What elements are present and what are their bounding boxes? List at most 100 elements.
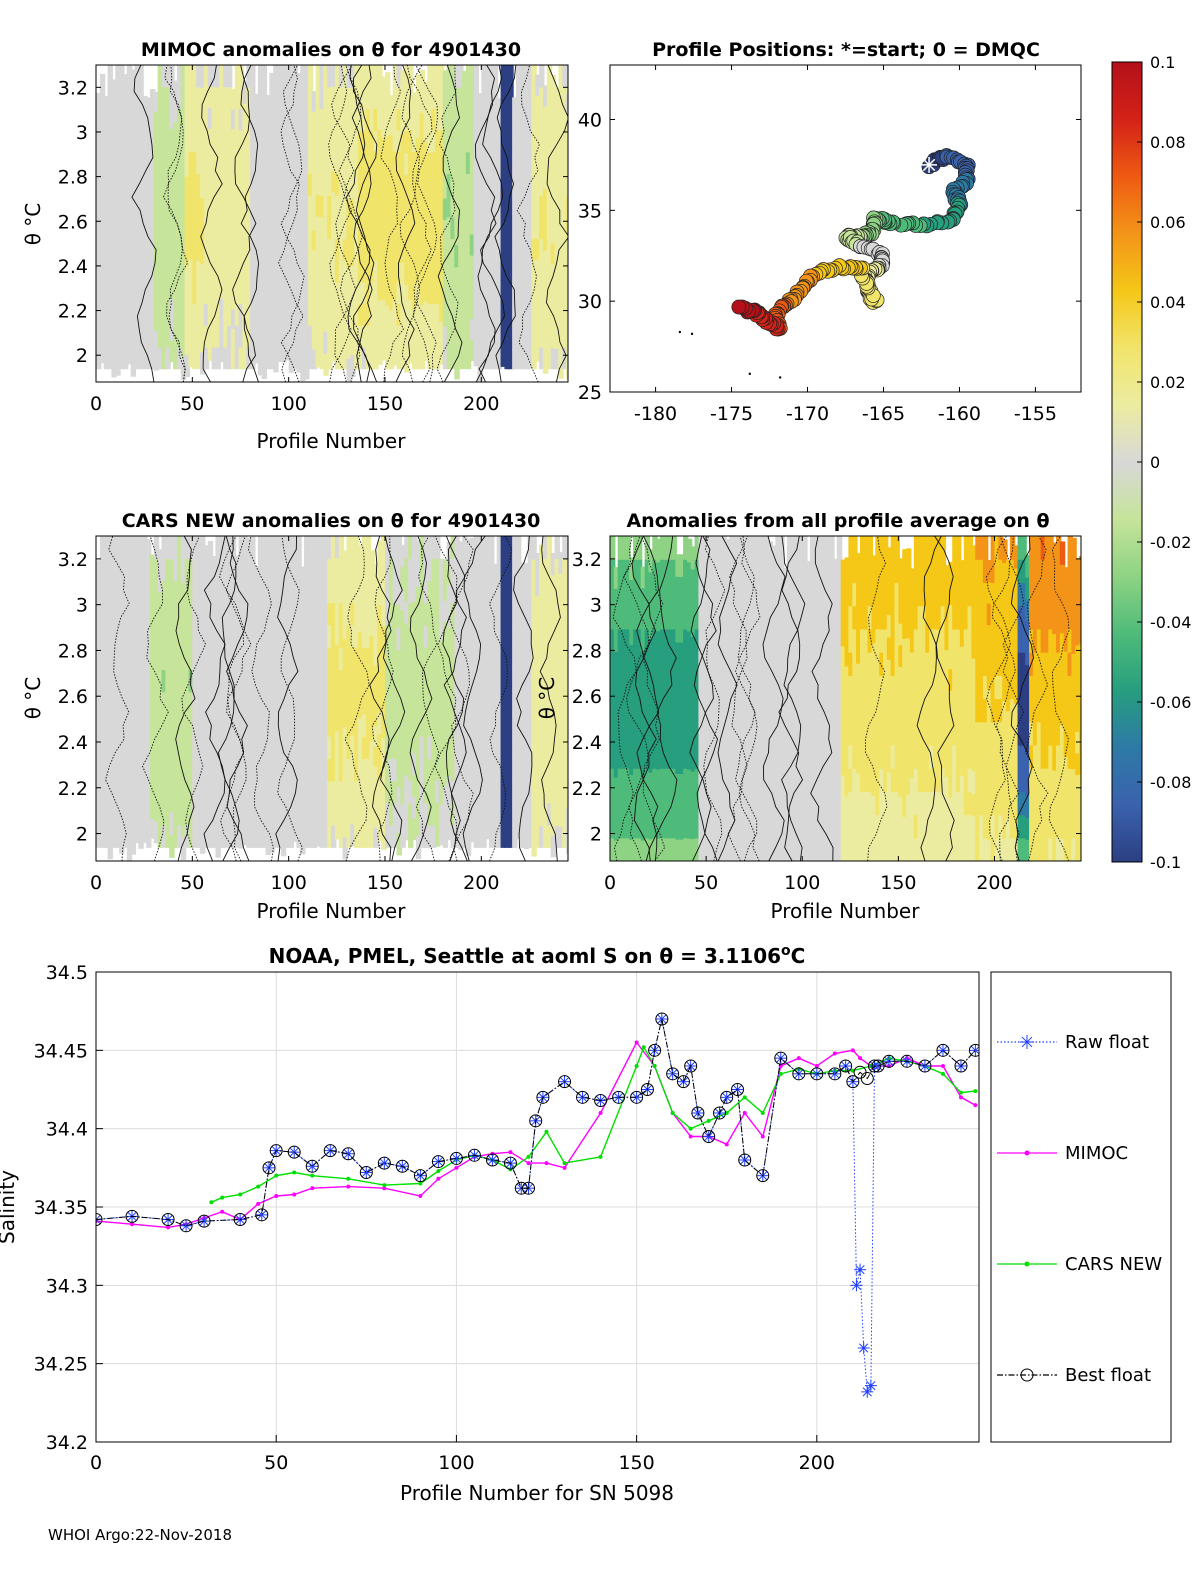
heatmap-cell (485, 130, 491, 153)
heatmap-cell (149, 228, 156, 250)
heatmap-cell (423, 221, 429, 242)
heatmap-cell (404, 644, 410, 667)
heatmap-cell (477, 175, 483, 197)
heatmap-cell (373, 151, 379, 175)
heatmap-cell (694, 675, 700, 700)
heatmap-cell (523, 303, 530, 326)
heatmap-cell (659, 837, 666, 861)
heatmap-cell (435, 823, 441, 847)
heatmap-cell (323, 65, 329, 88)
heatmap-cell (257, 624, 264, 648)
heatmap-cell (462, 713, 468, 737)
heatmap-cell (111, 270, 117, 293)
heatmap-cell (686, 745, 693, 770)
heatmap-cell (767, 678, 774, 702)
heatmap-cell (648, 705, 654, 729)
heatmap-cell (238, 691, 244, 715)
heatmap-cell (192, 173, 198, 196)
heatmap-cell (798, 652, 804, 676)
heatmap-cell (315, 580, 322, 604)
heatmap-cell (200, 536, 206, 560)
heatmap-cell (122, 200, 129, 223)
heatmap-cell (169, 298, 175, 320)
heatmap-cell (358, 346, 364, 370)
heatmap-cell (153, 755, 160, 778)
heatmap-cell (227, 580, 233, 604)
heatmap-cell (442, 723, 449, 746)
heatmap-cell (146, 233, 152, 254)
heatmap-cell (686, 768, 693, 793)
heatmap-cell (107, 628, 113, 652)
heatmap-cell (527, 758, 533, 782)
heatmap-cell (130, 763, 137, 787)
heatmap-cell (462, 825, 468, 848)
heatmap-cell (500, 736, 506, 759)
heatmap-cell (400, 240, 406, 263)
heatmap-cell (806, 689, 812, 712)
heatmap-cell (558, 132, 564, 156)
heatmap-cell (909, 672, 916, 695)
heatmap-cell (277, 580, 283, 604)
heatmap-cell (396, 173, 402, 196)
heatmap-cell (423, 320, 429, 342)
heatmap-cell (721, 698, 727, 723)
heatmap-cell (871, 599, 877, 622)
heatmap-cell (450, 580, 456, 604)
heatmap-cell (126, 150, 133, 173)
heatmap-cell (280, 718, 287, 743)
heatmap-cell (906, 704, 912, 728)
heatmap-cell (771, 770, 777, 794)
heatmap-cell (610, 559, 616, 584)
heatmap-cell (215, 108, 221, 131)
heatmap-cell (157, 634, 164, 657)
heatmap-cell (257, 197, 264, 221)
heatmap-cell (192, 558, 198, 582)
heatmap-cell (836, 582, 843, 607)
heatmap-cell (408, 107, 414, 130)
heatmap-cell (304, 87, 310, 111)
heatmap-cell (146, 605, 152, 628)
heatmap-cell (713, 559, 720, 584)
heatmap-cell (848, 698, 854, 723)
heatmap-cell (315, 345, 322, 368)
heatmap-cell (392, 86, 399, 109)
heatmap-cell (257, 109, 264, 132)
heatmap-cell (138, 151, 144, 175)
heatmap-cell (219, 298, 225, 320)
heatmap-cell (863, 582, 870, 607)
heatmap-cell (566, 717, 568, 741)
heatmap-cell (852, 536, 858, 560)
heatmap-cell (802, 675, 808, 700)
heatmap-cell (149, 308, 156, 330)
heatmap-cell (103, 713, 110, 737)
heatmap-cell (906, 615, 912, 639)
heatmap-cell (331, 669, 337, 693)
heatmap-cell (771, 658, 777, 682)
heatmap-cell (392, 691, 399, 715)
heatmap-cell (871, 730, 877, 753)
colorbar-tick-label: -0.02 (1150, 533, 1191, 552)
heatmap-cell (500, 558, 506, 582)
heatmap-cell (327, 691, 333, 715)
heatmap-cell (817, 837, 824, 861)
heatmap-cell (342, 638, 348, 662)
heatmap-cell (338, 260, 345, 283)
heatmap-cell (165, 86, 171, 109)
heatmap-cell (400, 609, 406, 632)
heatmap-cell (485, 644, 491, 667)
heatmap-cell (748, 536, 754, 560)
heatmap-cell (180, 244, 187, 268)
heatmap-cell (227, 216, 233, 240)
heatmap-cell (554, 758, 560, 782)
heatmap-cell (690, 681, 697, 705)
heatmap-cell (489, 195, 495, 218)
heatmap-cell (894, 652, 900, 676)
heatmap-cell (192, 195, 198, 218)
heatmap-cell (667, 721, 674, 746)
heatmap-cell (404, 262, 410, 285)
heatmap-cell (146, 715, 152, 738)
heatmap-cell (625, 536, 631, 560)
heatmap-cell (625, 582, 631, 607)
heatmap-cell (146, 693, 152, 716)
heatmap-cell (775, 698, 781, 723)
